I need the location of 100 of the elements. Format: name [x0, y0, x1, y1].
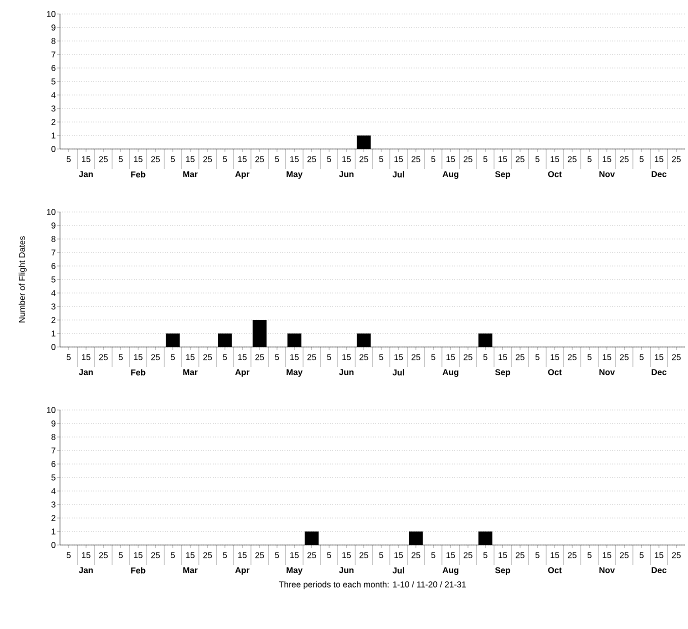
y-axis-title: Number of Flight Dates — [18, 236, 27, 322]
text: Mar — [183, 369, 198, 376]
y-tick-label: 6 — [52, 263, 56, 269]
x-tick-label: 25 — [360, 156, 368, 162]
x-tick-label: 5 — [275, 354, 280, 360]
x-tick-label: 5 — [170, 354, 175, 360]
x-tick-label: 25 — [620, 552, 629, 558]
x-tick-label: 25 — [516, 552, 524, 558]
x-tick-label: 25 — [568, 552, 577, 558]
x-tick-label: 5 — [222, 156, 227, 162]
y-tick-label: 10 — [47, 11, 56, 17]
x-tick-label: 5 — [66, 156, 71, 162]
x-tick-label: 5 — [66, 552, 71, 558]
x-tick-label: 15 — [290, 354, 299, 360]
text: Dec — [652, 171, 666, 178]
x-tick-label: 5 — [327, 354, 332, 360]
x-tick-label: 5 — [222, 552, 227, 558]
y-tick-label: 7 — [52, 250, 56, 256]
x-tick-label: 25 — [412, 552, 420, 558]
x-tick-label: 25 — [99, 156, 108, 162]
y-tick-label: 2 — [52, 317, 56, 323]
text: Aug — [442, 369, 458, 377]
x-tick-label: 5 — [535, 156, 540, 162]
x-tick-label: 25 — [360, 552, 368, 558]
text: Dec — [652, 369, 666, 376]
y-tick-label: 3 — [51, 106, 56, 112]
text: Jan — [78, 369, 93, 376]
text: Jun — [339, 171, 354, 178]
x-tick-label: 15 — [290, 156, 299, 162]
x-tick-label: 25 — [99, 552, 108, 558]
x-tick-label: 15 — [134, 354, 142, 360]
x-tick-label: 25 — [672, 354, 681, 360]
y-tick-label: 5 — [51, 276, 56, 282]
x-tick-label: 15 — [82, 156, 90, 162]
x-tick-label: 15 — [186, 156, 195, 162]
x-tick-label: 15 — [82, 552, 90, 558]
x-tick-label: 25 — [620, 354, 629, 360]
x-tick-label: 25 — [412, 156, 420, 162]
text: Oct — [548, 171, 562, 178]
x-tick-label: 15 — [602, 354, 612, 360]
x-tick-label: 5 — [170, 552, 175, 558]
x-tick-label: 25 — [464, 552, 472, 558]
text: Jul — [392, 567, 404, 574]
x-tick-label: 15 — [654, 552, 664, 558]
text: May — [286, 369, 303, 377]
text: Nov — [599, 369, 615, 376]
x-axis-title: Three periods to each month: 1-10 / 11-20 / 21-31 — [278, 581, 466, 590]
x-tick-label: 15 — [550, 156, 560, 162]
x-tick-label: 5 — [588, 552, 592, 558]
y-tick-label: 8 — [51, 434, 56, 440]
text: Dec — [652, 567, 666, 574]
x-tick-label: 25 — [360, 354, 368, 360]
x-tick-label: 25 — [568, 156, 577, 162]
text: Sep — [495, 171, 510, 179]
x-tick-label: 25 — [307, 354, 316, 360]
x-tick-label: 5 — [118, 156, 123, 162]
y-tick-label: 5 — [51, 78, 56, 84]
x-tick-label: 5 — [275, 552, 280, 558]
text: Oct — [548, 369, 562, 376]
y-tick-label: 6 — [52, 65, 56, 71]
text: Nov — [599, 171, 615, 178]
y-tick-label: 6 — [52, 461, 56, 467]
y-tick-label: 3 — [51, 502, 56, 508]
x-tick-label: 25 — [151, 552, 160, 558]
y-tick-label: 10 — [47, 407, 56, 413]
text: Jun — [339, 567, 354, 574]
x-tick-label: 15 — [342, 552, 351, 558]
x-tick-label: 25 — [307, 552, 316, 558]
x-tick-label: 25 — [203, 552, 212, 558]
y-tick-label: 9 — [51, 24, 56, 30]
x-tick-label: 5 — [222, 354, 227, 360]
x-tick-label: 25 — [464, 156, 472, 162]
x-tick-label: 5 — [588, 156, 592, 162]
y-tick-label: 4 — [51, 92, 56, 98]
x-tick-label: 5 — [118, 354, 123, 360]
x-tick-label: 15 — [342, 156, 351, 162]
x-tick-label: 25 — [464, 354, 472, 360]
text: May — [286, 567, 303, 575]
x-tick-label: 5 — [379, 156, 384, 162]
x-tick-label: 15 — [654, 156, 664, 162]
text: Feb — [131, 567, 146, 574]
x-tick-label: 25 — [672, 156, 681, 162]
x-tick-label: 25 — [412, 354, 420, 360]
x-tick-label: 5 — [640, 552, 644, 558]
x-tick-label: 25 — [620, 156, 629, 162]
y-tick-label: 1 — [52, 132, 56, 138]
x-tick-label: 15 — [550, 354, 560, 360]
x-tick-label: 5 — [431, 354, 436, 360]
y-tick-label: 0 — [51, 542, 56, 548]
x-tick-label: 5 — [275, 156, 280, 162]
y-tick-label: 9 — [51, 222, 56, 228]
x-tick-label: 15 — [238, 354, 247, 360]
x-tick-label: 15 — [394, 156, 403, 162]
x-tick-label: 15 — [498, 354, 508, 360]
x-tick-label: 5 — [431, 156, 436, 162]
y-tick-label: 3 — [51, 304, 56, 310]
x-tick-label: 15 — [446, 552, 455, 558]
x-tick-label: 15 — [602, 156, 612, 162]
x-tick-label: 5 — [588, 354, 592, 360]
text: Nov — [599, 567, 615, 574]
